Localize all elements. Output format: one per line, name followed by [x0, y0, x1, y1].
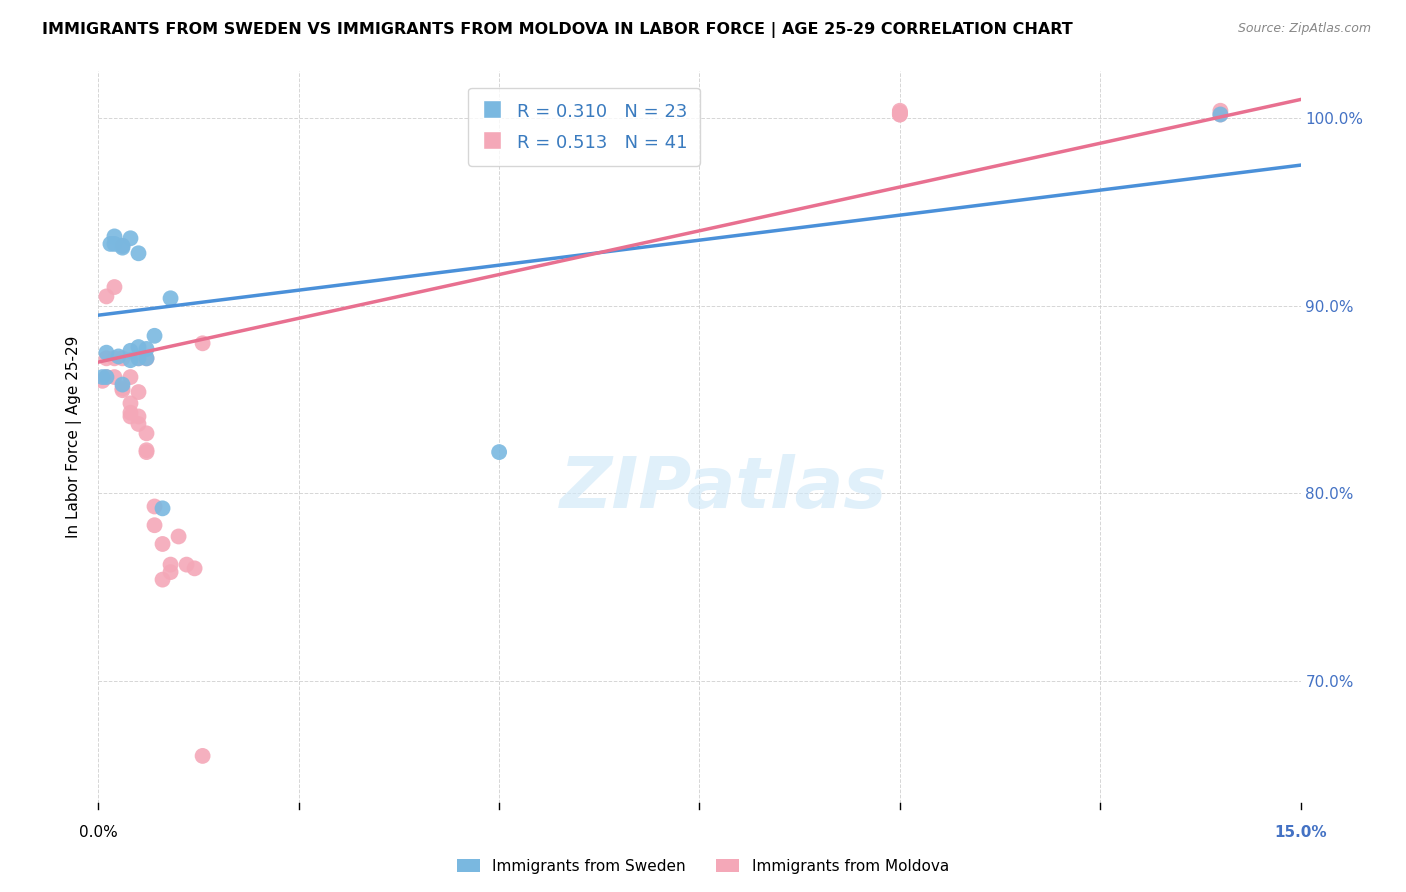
- Text: Source: ZipAtlas.com: Source: ZipAtlas.com: [1237, 22, 1371, 36]
- Point: [128, 409, 150, 424]
- Point: [889, 105, 911, 120]
- Point: [96, 345, 118, 359]
- Point: [143, 500, 166, 514]
- Point: [96, 289, 118, 303]
- Point: [488, 445, 510, 459]
- Point: [111, 239, 134, 253]
- Point: [111, 377, 134, 392]
- Point: [103, 280, 125, 294]
- Point: [152, 573, 174, 587]
- Point: [135, 426, 157, 441]
- Point: [191, 336, 214, 351]
- Point: [183, 561, 205, 575]
- Text: 15.0%: 15.0%: [1274, 825, 1327, 839]
- Point: [120, 370, 142, 384]
- Point: [152, 501, 174, 516]
- Y-axis label: In Labor Force | Age 25-29: In Labor Force | Age 25-29: [66, 336, 83, 538]
- Point: [128, 351, 150, 366]
- Point: [135, 351, 157, 366]
- Point: [1209, 107, 1232, 121]
- Point: [120, 406, 142, 420]
- Point: [167, 529, 190, 543]
- Point: [159, 558, 181, 572]
- Point: [159, 565, 181, 579]
- Point: [111, 383, 134, 397]
- Point: [120, 396, 142, 410]
- Point: [128, 246, 150, 260]
- Point: [91, 370, 114, 384]
- Point: [889, 107, 911, 121]
- Point: [111, 381, 134, 395]
- Text: IMMIGRANTS FROM SWEDEN VS IMMIGRANTS FROM MOLDOVA IN LABOR FORCE | AGE 25-29 COR: IMMIGRANTS FROM SWEDEN VS IMMIGRANTS FRO…: [42, 22, 1073, 38]
- Point: [128, 351, 150, 366]
- Point: [152, 537, 174, 551]
- Point: [135, 342, 157, 356]
- Point: [103, 236, 125, 251]
- Text: ZIPatlas: ZIPatlas: [560, 454, 887, 523]
- Point: [96, 351, 118, 366]
- Point: [1209, 107, 1232, 121]
- Point: [120, 353, 142, 368]
- Point: [128, 417, 150, 431]
- Point: [120, 231, 142, 245]
- Point: [103, 351, 125, 366]
- Point: [120, 343, 142, 358]
- Point: [135, 351, 157, 366]
- Point: [889, 105, 911, 120]
- Point: [103, 229, 125, 244]
- Point: [1209, 103, 1232, 118]
- Point: [120, 409, 142, 424]
- Point: [103, 370, 125, 384]
- Point: [176, 558, 198, 572]
- Point: [111, 241, 134, 255]
- Point: [159, 291, 181, 305]
- Point: [111, 351, 134, 366]
- Point: [96, 370, 118, 384]
- Text: 0.0%: 0.0%: [79, 825, 118, 839]
- Legend: Immigrants from Sweden, Immigrants from Moldova: Immigrants from Sweden, Immigrants from …: [451, 853, 955, 880]
- Point: [96, 370, 118, 384]
- Point: [889, 107, 911, 121]
- Point: [100, 236, 122, 251]
- Point: [135, 443, 157, 458]
- Point: [889, 103, 911, 118]
- Point: [143, 328, 166, 343]
- Legend: R = 0.310   N = 23, R = 0.513   N = 41: R = 0.310 N = 23, R = 0.513 N = 41: [468, 87, 700, 166]
- Point: [135, 445, 157, 459]
- Point: [143, 518, 166, 533]
- Point: [191, 748, 214, 763]
- Point: [128, 385, 150, 400]
- Point: [128, 340, 150, 354]
- Point: [91, 374, 114, 388]
- Point: [107, 350, 129, 364]
- Point: [111, 239, 134, 253]
